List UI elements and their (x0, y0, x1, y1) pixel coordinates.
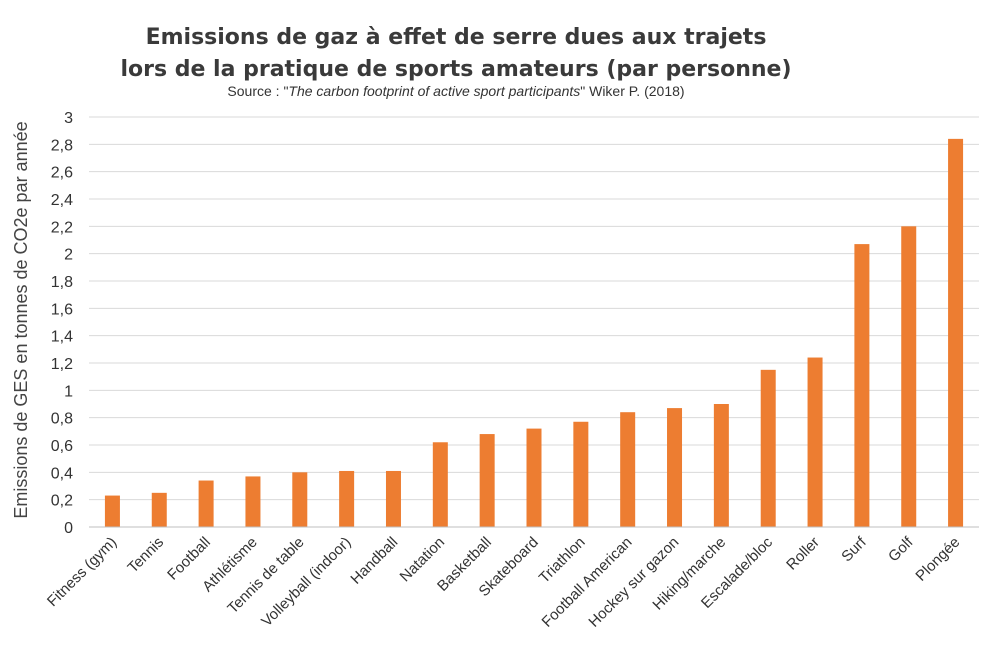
y-tick-label: 2 (64, 247, 73, 264)
x-tick-label: Golf (885, 533, 917, 565)
bar (901, 226, 917, 528)
y-tick-label: 1,6 (51, 301, 73, 318)
y-axis-title: Emissions de GES en tonnes de CO2e par a… (11, 121, 31, 518)
bar (667, 408, 683, 527)
y-tick-label: 0 (64, 520, 73, 537)
x-axis-labels: Fitness (gym) TennisFootballAthlétismeTen… (44, 533, 963, 631)
source-italic: The carbon footprint of active sport par… (288, 83, 580, 99)
y-tick-label: 2,6 (51, 165, 73, 182)
bar (620, 412, 636, 527)
bar (526, 428, 542, 527)
bar (807, 357, 823, 527)
bar (573, 421, 589, 527)
y-tick-label: 0,8 (51, 411, 73, 428)
bar (948, 138, 964, 527)
bar (854, 244, 870, 527)
chart-source: Source : "The carbon footprint of active… (227, 83, 684, 99)
bar (432, 442, 448, 527)
bar (198, 480, 214, 527)
x-tick-label: Tennis (124, 534, 167, 577)
bar (151, 492, 167, 527)
y-tick-label: 2,4 (51, 192, 73, 209)
bar (292, 472, 308, 527)
y-tick-label: 0,4 (51, 465, 73, 482)
x-tick-label: Surf (838, 533, 870, 565)
y-tick-label: 2,2 (51, 219, 73, 236)
bar (760, 369, 776, 527)
bar (339, 470, 355, 527)
x-tick-label: Volleyball (indoor) (258, 534, 354, 630)
y-tick-label: 0,2 (51, 493, 73, 510)
y-tick-label: 3 (64, 110, 73, 127)
bar (245, 476, 261, 527)
source-prefix: Source : " (227, 83, 288, 99)
gridlines (89, 116, 979, 528)
bar (479, 434, 495, 527)
y-axis-ticks: 0 0,2 0,4 0,6 0,8 1 1,2 1,4 1,6 1,8 2 2,2 2,4 2,6 2,8 3 (51, 110, 73, 537)
chart-title-line1: Emissions de gaz à effet de serre dues a… (146, 25, 767, 50)
y-tick-label: 1,8 (51, 274, 73, 291)
bar (713, 404, 729, 527)
source-suffix: " Wiker P. (2018) (580, 83, 684, 99)
y-tick-label: 2,8 (51, 137, 73, 154)
x-tick-label: Roller (783, 534, 823, 574)
x-tick-label: Plongée (912, 534, 963, 585)
bars (104, 138, 964, 528)
y-tick-label: 1 (64, 383, 73, 400)
bar (104, 495, 120, 527)
chart-title-line2: lors de la pratique de sports amateurs (… (120, 57, 791, 82)
y-tick-label: 0,6 (51, 438, 73, 455)
x-tick-label: Fitness (gym) (44, 534, 120, 610)
y-tick-label: 1,2 (51, 356, 73, 373)
y-tick-label: 1,4 (51, 329, 73, 346)
bar (385, 470, 401, 527)
x-tick-label: Handball (347, 534, 401, 588)
